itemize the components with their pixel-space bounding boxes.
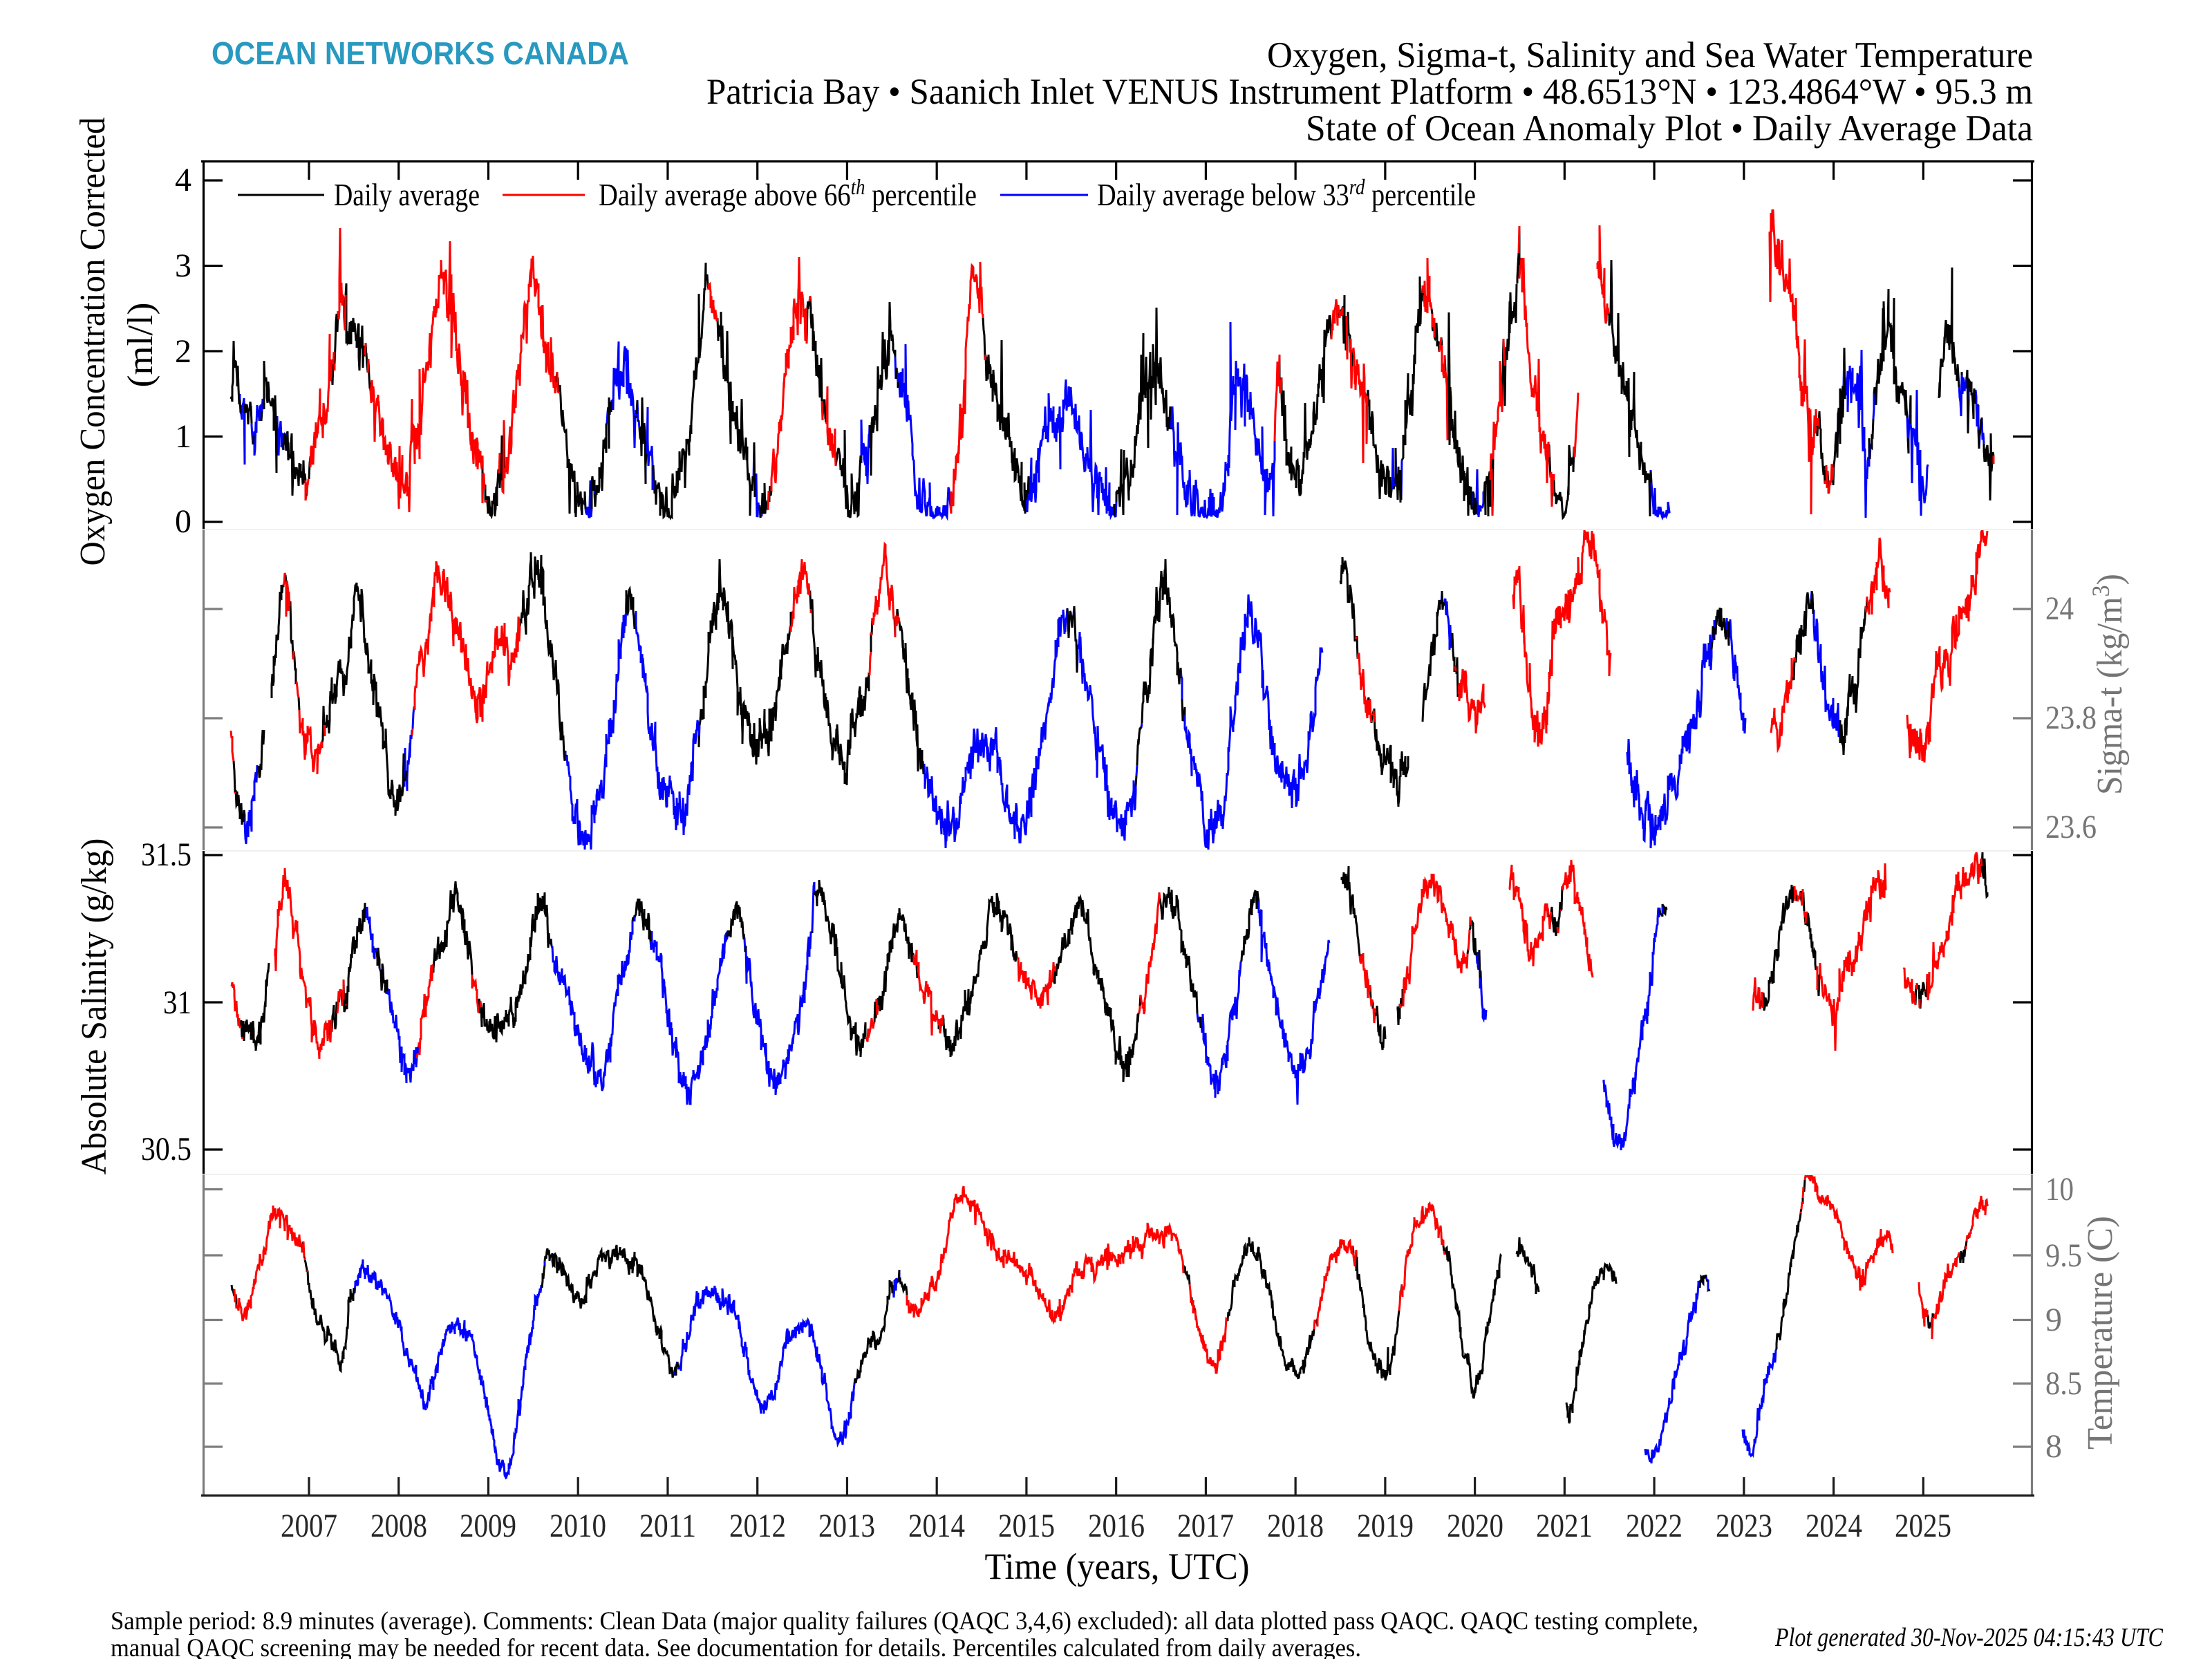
svg-text:2011: 2011 — [639, 1508, 696, 1544]
svg-text:8.5: 8.5 — [2045, 1365, 2082, 1402]
svg-text:9: 9 — [2045, 1302, 2062, 1338]
svg-text:2020: 2020 — [1447, 1508, 1503, 1544]
svg-text:8: 8 — [2045, 1428, 2062, 1465]
svg-text:2008: 2008 — [371, 1508, 427, 1544]
svg-text:Patricia Bay • Saanich Inlet V: Patricia Bay • Saanich Inlet VENUS Instr… — [706, 72, 2033, 112]
svg-text:OCEAN NETWORKS CANADA: OCEAN NETWORKS CANADA — [212, 35, 629, 71]
svg-text:2024: 2024 — [1806, 1508, 1862, 1544]
svg-text:Temperature (C): Temperature (C) — [2081, 1216, 2120, 1450]
svg-text:2010: 2010 — [550, 1508, 606, 1544]
svg-text:manual QAQC screening may be n: manual QAQC screening may be needed for … — [111, 1634, 1361, 1659]
svg-text:Daily average below 33rd perce: Daily average below 33rd percentile — [1097, 174, 1476, 212]
svg-text:2015: 2015 — [998, 1508, 1055, 1544]
svg-text:2012: 2012 — [729, 1508, 786, 1544]
svg-text:24: 24 — [2045, 590, 2074, 627]
svg-text:Daily average above 66th perce: Daily average above 66th percentile — [599, 174, 977, 212]
svg-text:10: 10 — [2045, 1171, 2074, 1208]
svg-text:30.5: 30.5 — [141, 1131, 191, 1168]
svg-text:23.6: 23.6 — [2045, 809, 2097, 845]
svg-text:2022: 2022 — [1626, 1508, 1683, 1544]
svg-text:4: 4 — [175, 162, 191, 198]
svg-text:(ml/l): (ml/l) — [121, 303, 160, 388]
svg-text:9.5: 9.5 — [2045, 1237, 2082, 1274]
svg-text:Sample period: 8.9 minutes (av: Sample period: 8.9 minutes (average). Co… — [111, 1607, 1698, 1635]
svg-text:2014: 2014 — [908, 1508, 965, 1544]
svg-text:0: 0 — [175, 503, 191, 540]
svg-text:31.5: 31.5 — [141, 836, 191, 873]
svg-text:Plot generated 30-Nov-2025 04:: Plot generated 30-Nov-2025 04:15:43 UTC — [1774, 1623, 2163, 1652]
svg-text:2: 2 — [175, 333, 191, 370]
svg-text:2023: 2023 — [1716, 1508, 1772, 1544]
svg-text:Time (years, UTC): Time (years, UTC) — [985, 1546, 1250, 1587]
svg-text:Absolute Salinity (g/kg): Absolute Salinity (g/kg) — [75, 838, 114, 1175]
svg-text:31: 31 — [163, 984, 191, 1021]
svg-text:2019: 2019 — [1357, 1508, 1414, 1544]
svg-text:2007: 2007 — [281, 1508, 337, 1544]
svg-text:3: 3 — [175, 247, 191, 284]
svg-text:1: 1 — [175, 418, 191, 455]
svg-text:2016: 2016 — [1088, 1508, 1145, 1544]
svg-text:2025: 2025 — [1895, 1508, 1951, 1544]
svg-text:2018: 2018 — [1267, 1508, 1324, 1544]
svg-text:Sigma-t (kg/m3): Sigma-t (kg/m3) — [2087, 574, 2130, 795]
svg-text:2009: 2009 — [460, 1508, 516, 1544]
svg-text:2017: 2017 — [1177, 1508, 1234, 1544]
svg-text:Daily average: Daily average — [334, 177, 480, 212]
svg-text:Oxygen Concentration Corrected: Oxygen Concentration Corrected — [73, 118, 113, 566]
svg-text:2013: 2013 — [818, 1508, 875, 1544]
svg-text:Oxygen, Sigma-t, Salinity and: Oxygen, Sigma-t, Salinity and Sea Water … — [1267, 35, 2033, 75]
svg-text:2021: 2021 — [1536, 1508, 1593, 1544]
svg-text:State of Ocean Anomaly Plot •: State of Ocean Anomaly Plot • Daily Aver… — [1306, 109, 2033, 149]
svg-text:23.8: 23.8 — [2045, 700, 2097, 736]
